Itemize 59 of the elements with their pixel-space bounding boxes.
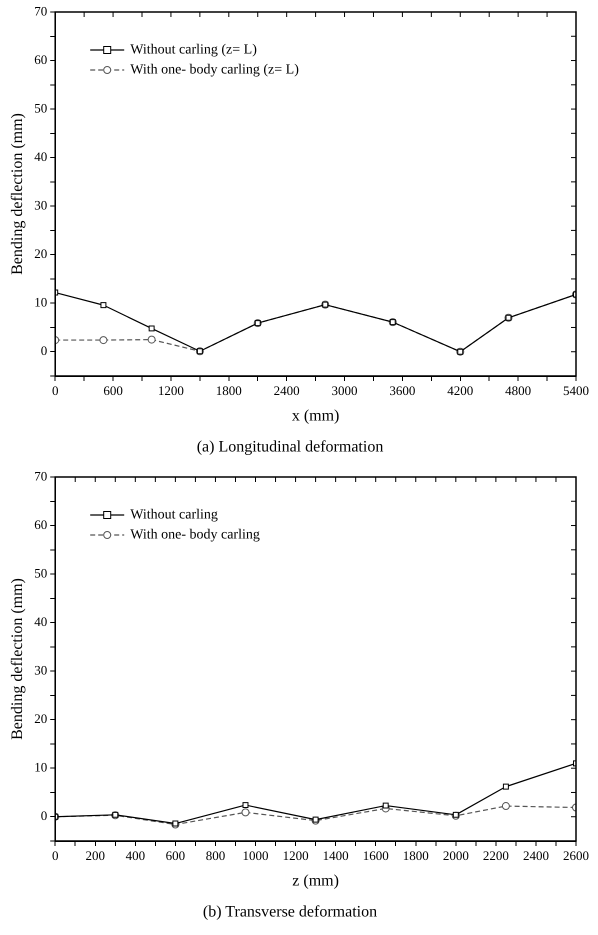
x-tick-label: 200 [86, 848, 106, 864]
x-tick-label: 2600 [563, 848, 589, 864]
x-tick-label: 600 [103, 383, 123, 398]
x-tick-label: 1200 [158, 383, 184, 398]
x-tick-label: 2400 [522, 848, 549, 864]
legend-label: With one- body carling (z= L) [130, 62, 300, 78]
x-tick-label: 5400 [563, 383, 589, 398]
y-tick-label: 0 [40, 808, 48, 824]
x-tick-label: 2400 [274, 383, 300, 398]
y-tick-label: 30 [34, 662, 48, 678]
text: (b) Transverse deformation [202, 904, 378, 921]
y-tick-label: 70 [34, 468, 48, 484]
x-axis-title: x (mm) [292, 407, 340, 424]
point [502, 784, 509, 790]
point [148, 325, 155, 332]
point [502, 802, 510, 810]
x-tick-label: 1800 [402, 848, 429, 864]
x-tick-label: 1600 [362, 848, 389, 864]
x-tick-label: 3600 [389, 383, 416, 398]
x-tick-label: 4200 [447, 383, 474, 398]
point [99, 336, 108, 344]
y-tick-label: 30 [34, 198, 48, 213]
point [242, 802, 248, 808]
y-tick-label: 20 [34, 246, 48, 262]
x-axis-title: z (mm) [292, 872, 339, 890]
y-tick-label: 40 [34, 614, 48, 630]
point [148, 336, 156, 344]
y-tick-label: 50 [34, 100, 48, 116]
x-tick-label: 1200 [282, 848, 309, 864]
x-tick-label: 4800 [505, 383, 532, 398]
y-tick-label: 20 [34, 711, 48, 726]
point [100, 302, 106, 308]
y-tick-label: 10 [34, 760, 48, 775]
x-tick-label: 1000 [242, 848, 269, 864]
x-tick-label: 600 [166, 848, 186, 864]
y-tick-label: 10 [34, 294, 48, 310]
y-tick-label: 50 [34, 565, 48, 580]
x-tick-label: 2200 [482, 848, 509, 864]
x-tick-label: 0 [52, 848, 58, 864]
y-tick-label: 60 [34, 516, 48, 532]
x-tick-label: 2000 [442, 848, 469, 864]
x-tick-label: 400 [126, 848, 146, 864]
x-tick-label: 0 [52, 383, 58, 398]
legend-label: Without carling [130, 508, 218, 523]
x-tick-label: 1400 [322, 848, 349, 864]
x-tick-label: 1800 [216, 383, 242, 398]
y-axis-title: Bending deflection (mm) [8, 578, 26, 740]
text: (a) Longitudinal deformation [196, 438, 384, 456]
legend-label: With one- body carling [130, 528, 260, 543]
point [382, 802, 389, 809]
y-tick-label: 0 [40, 343, 48, 358]
y-tick-label: 40 [34, 149, 48, 164]
y-axis-title: Bending deflection (mm) [8, 113, 26, 275]
legend-label: Without carling (z= L) [130, 42, 258, 58]
y-tick-label: 70 [34, 3, 48, 18]
point [241, 808, 250, 816]
y-tick-label: 60 [34, 52, 48, 67]
x-tick-label: 3000 [332, 383, 358, 398]
x-tick-label: 800 [206, 848, 226, 864]
